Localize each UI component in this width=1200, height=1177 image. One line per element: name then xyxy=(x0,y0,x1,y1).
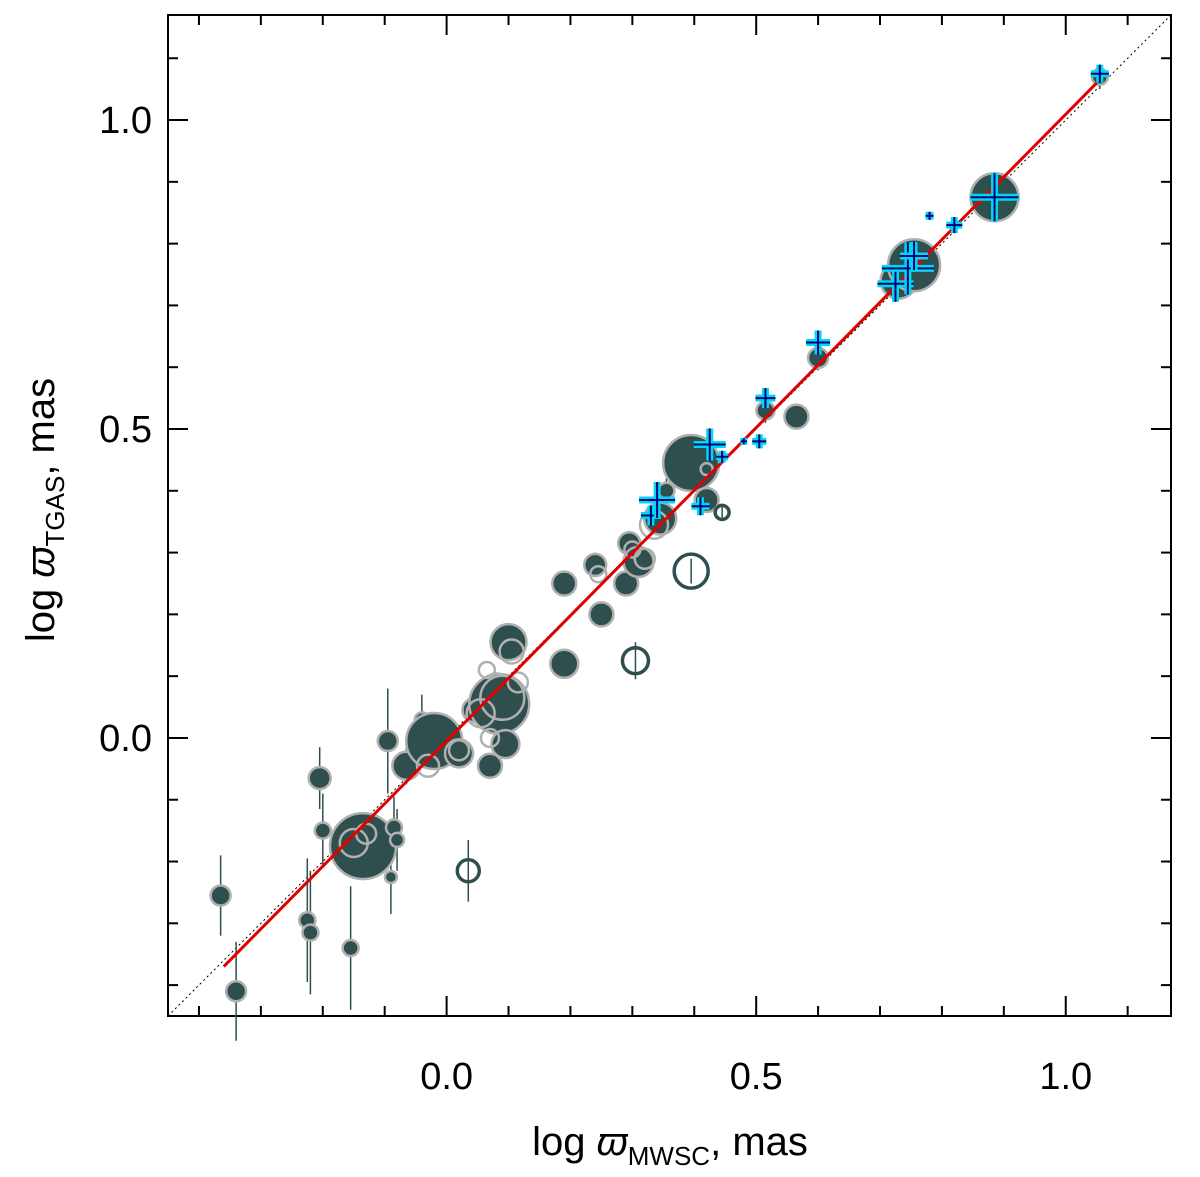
x-axis-label-subscript: MWSC xyxy=(628,1141,710,1171)
data-point xyxy=(301,923,320,942)
data-point xyxy=(388,831,406,849)
x-tick-label: 0.5 xyxy=(730,1056,783,1098)
cross-marker xyxy=(740,437,748,445)
x-tick-label: 1.0 xyxy=(1039,1056,1092,1098)
y-axis-label-suffix: , mas xyxy=(19,378,63,476)
x-axis-label-suffix: , mas xyxy=(710,1120,808,1164)
x-axis-label-symbol: ϖ xyxy=(597,1120,629,1164)
y-axis-label: log ϖTGAS, mas xyxy=(19,378,70,642)
data-point xyxy=(376,729,400,753)
x-axis-label: log ϖMWSC, mas xyxy=(532,1120,808,1171)
open-subcluster xyxy=(589,564,608,584)
cross-marker xyxy=(716,450,729,463)
data-point xyxy=(588,601,615,628)
open-point xyxy=(455,858,482,884)
cross-marker xyxy=(881,242,934,295)
y-axis-label-subscript: TGAS xyxy=(40,476,70,547)
open-subcluster xyxy=(479,727,501,749)
x-tick-label: 0.0 xyxy=(420,1056,473,1098)
open-point xyxy=(713,503,731,522)
open-subcluster xyxy=(506,671,530,694)
cross-marker xyxy=(693,428,726,461)
data-point xyxy=(783,403,810,430)
data-point xyxy=(657,481,676,501)
open-point xyxy=(672,552,710,590)
error-bars xyxy=(219,64,1101,1041)
open-subcluster xyxy=(477,660,497,680)
data-point xyxy=(307,765,332,791)
cross-marker xyxy=(946,217,963,234)
data-point xyxy=(224,980,248,1003)
data-point xyxy=(582,552,608,578)
y-tick-label: 1.0 xyxy=(99,100,152,142)
axis-ticks xyxy=(168,15,1171,1016)
data-point xyxy=(341,938,360,958)
data-point xyxy=(550,570,578,597)
y-tick-label: 0.5 xyxy=(99,409,152,451)
cross-marker xyxy=(755,388,776,409)
y-axis-label-prefix: log xyxy=(19,578,63,643)
regression-line xyxy=(222,81,1098,968)
open-subcluster xyxy=(633,547,656,571)
open-points xyxy=(338,461,731,884)
data-point xyxy=(209,884,232,907)
cross-marker xyxy=(925,211,934,220)
cross-marker xyxy=(970,173,1019,222)
open-subcluster xyxy=(699,461,714,477)
fit-line xyxy=(222,81,1098,968)
cross-marker xyxy=(639,482,676,519)
data-point xyxy=(548,648,580,680)
cross-marker xyxy=(900,241,929,270)
open-subcluster xyxy=(498,638,525,665)
tick-labels: 0.0 0.5 1.0 0.0 0.5 1.0 xyxy=(99,100,1092,1098)
data-point xyxy=(383,869,399,885)
open-subcluster xyxy=(415,753,441,778)
cross-marker xyxy=(752,434,767,449)
open-subcluster xyxy=(447,739,471,762)
x-axis-label-prefix: log xyxy=(532,1120,597,1164)
y-tick-label: 0.0 xyxy=(99,718,152,760)
cross-markers xyxy=(639,64,1109,526)
open-subcluster xyxy=(479,674,526,722)
data-point xyxy=(476,752,504,779)
cross-marker xyxy=(1090,64,1109,83)
data-point xyxy=(313,821,333,840)
cross-marker xyxy=(806,330,831,355)
data-point xyxy=(489,622,528,662)
cross-marker xyxy=(691,497,710,516)
open-point xyxy=(620,645,651,676)
plot-frame xyxy=(167,14,1172,1017)
y-axis-label-symbol: ϖ xyxy=(19,546,63,578)
